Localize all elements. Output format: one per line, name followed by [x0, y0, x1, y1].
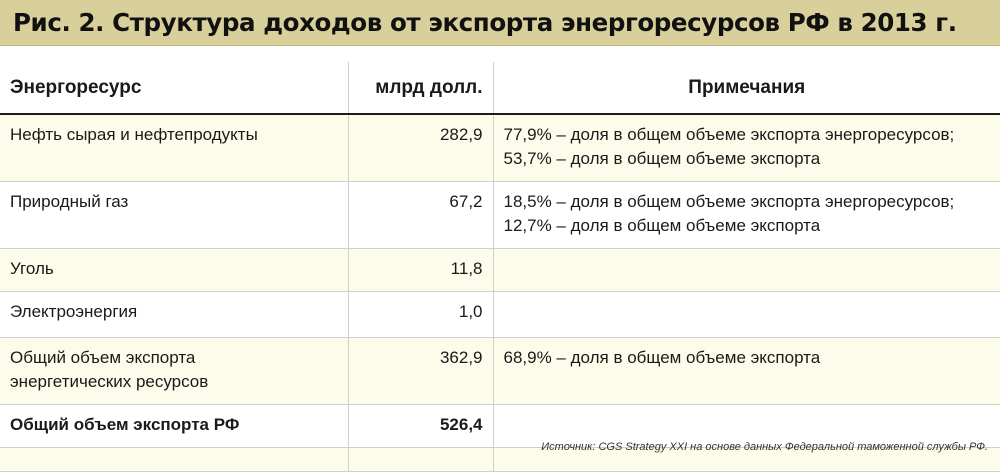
notes-cell: 68,9% – доля в общем объеме экспорта	[492, 337, 1000, 405]
table-row: Электроэнергия 1,0	[0, 291, 1000, 338]
resource-cell: Общий объем экспорта РФ	[0, 404, 348, 448]
value-cell: 11,8	[347, 248, 493, 292]
note-line: 68,9% – доля в общем объеме экспорта	[503, 348, 821, 367]
title-bar: Рис. 2. Структура доходов от экспорта эн…	[0, 0, 1000, 46]
value-cell: 362,9	[347, 337, 493, 405]
note-line: 53,7% – доля в общем объеме экспорта	[503, 149, 821, 168]
column-header-notes: Примечания	[492, 62, 1000, 115]
export-table: Энергоресурс млрд долл. Примечания Нефть…	[0, 62, 1000, 472]
notes-cell	[492, 404, 1000, 448]
resource-cell: Общий объем экспорта энергетических ресу…	[0, 337, 348, 405]
table-row-total: Общий объем экспорта РФ 526,4	[0, 404, 1000, 448]
empty-cell	[0, 447, 348, 472]
figure-title: Рис. 2. Структура доходов от экспорта эн…	[13, 8, 957, 37]
value-cell: 526,4	[347, 404, 493, 448]
source-note: Источник: CGS Strategy XXI на основе дан…	[541, 441, 988, 453]
value-cell: 282,9	[347, 114, 493, 182]
value-cell: 1,0	[347, 291, 493, 338]
resource-cell: Нефть сырая и нефтепродукты	[0, 114, 348, 182]
table-row: Уголь 11,8	[0, 248, 1000, 292]
notes-cell	[492, 248, 1000, 292]
note-line: 18,5% – доля в общем объеме экспорта эне…	[503, 192, 955, 211]
resource-cell: Природный газ	[0, 181, 348, 249]
header-gap	[0, 46, 1000, 62]
resource-line: энергетических ресурсов	[10, 372, 209, 391]
table-row: Природный газ 67,2 18,5% – доля в общем …	[0, 181, 1000, 249]
note-line: 77,9% – доля в общем объеме экспорта эне…	[503, 125, 955, 144]
table-row: Общий объем экспорта энергетических ресу…	[0, 337, 1000, 405]
table-header-row: Энергоресурс млрд долл. Примечания	[0, 62, 1000, 115]
note-line: 12,7% – доля в общем объеме экспорта	[503, 216, 821, 235]
notes-cell: 77,9% – доля в общем объеме экспорта эне…	[492, 114, 1000, 182]
column-header-resource: Энергоресурс	[0, 62, 348, 115]
resource-line: Общий объем экспорта	[10, 348, 196, 367]
value-cell: 67,2	[347, 181, 493, 249]
resource-cell: Уголь	[0, 248, 348, 292]
notes-cell: 18,5% – доля в общем объеме экспорта эне…	[492, 181, 1000, 249]
notes-cell	[492, 291, 1000, 338]
resource-cell: Электроэнергия	[0, 291, 348, 338]
column-header-value: млрд долл.	[347, 62, 493, 115]
table-row: Нефть сырая и нефтепродукты 282,9 77,9% …	[0, 114, 1000, 182]
empty-cell	[347, 447, 493, 472]
